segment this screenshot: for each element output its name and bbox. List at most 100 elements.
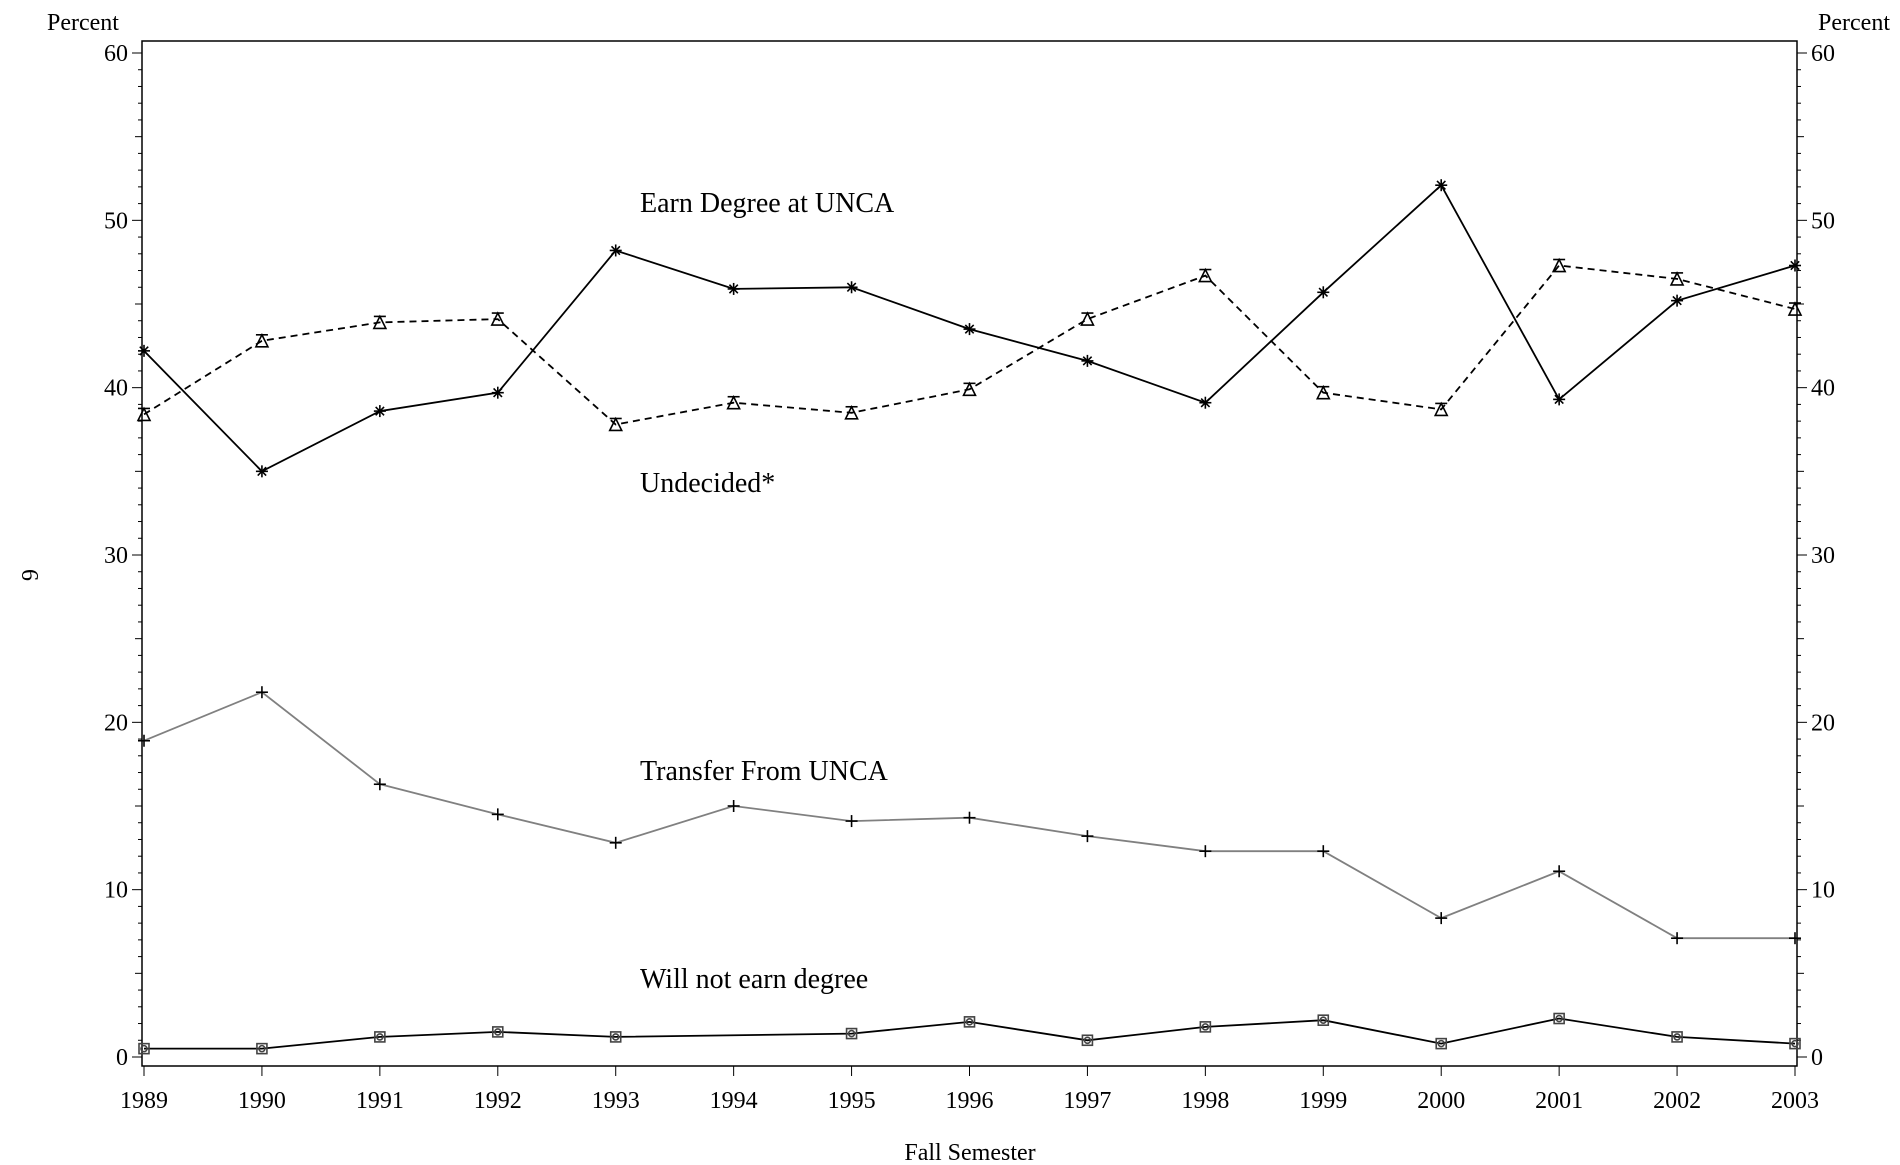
series-3: Will not earn degree bbox=[138, 964, 1801, 1055]
series-2-point bbox=[963, 811, 976, 824]
series-3-point bbox=[1081, 1034, 1094, 1047]
triangle-marker bbox=[136, 406, 152, 422]
triangle-marker bbox=[726, 394, 741, 410]
series-0-point bbox=[1199, 396, 1212, 409]
y-tick-label-right: 50 bbox=[1811, 208, 1835, 234]
asterisk-stroke bbox=[1436, 180, 1446, 190]
square-marker bbox=[963, 1016, 976, 1028]
side-page-label: 6 bbox=[16, 569, 42, 581]
square-marker bbox=[1317, 1014, 1330, 1026]
square-marker bbox=[845, 1027, 858, 1040]
series-2-point bbox=[609, 836, 622, 849]
series-layer: Earn Degree at UNCA Undecided* Transfer Fr… bbox=[136, 179, 1803, 1055]
series-1-point bbox=[726, 394, 741, 410]
x-tick-label: 1992 bbox=[474, 1088, 522, 1114]
y-tick-label-right: 40 bbox=[1811, 376, 1835, 402]
series-3-point bbox=[963, 1016, 976, 1028]
square-dot bbox=[1201, 1023, 1210, 1031]
asterisk-stroke bbox=[728, 284, 739, 294]
x-axis-title: Fall Semester bbox=[904, 1140, 1035, 1165]
y-tick-label-left: 60 bbox=[104, 41, 128, 67]
y-tick-label-right: 30 bbox=[1811, 543, 1835, 569]
y-tick-label-left: 20 bbox=[104, 710, 128, 736]
series-0-point bbox=[373, 405, 386, 418]
square-dot bbox=[1791, 1039, 1799, 1048]
y-tick-label-left: 50 bbox=[104, 208, 128, 234]
asterisk-stroke bbox=[964, 324, 975, 334]
triangle-marker bbox=[1198, 267, 1213, 283]
series-3-point bbox=[138, 1042, 150, 1055]
y-tick-label-right: 20 bbox=[1811, 710, 1835, 736]
square-dot bbox=[140, 1044, 148, 1053]
series-1-point bbox=[608, 416, 624, 432]
x-tick-label: 1999 bbox=[1299, 1088, 1347, 1114]
series-0-point bbox=[609, 244, 622, 257]
x-tick-label: 1993 bbox=[592, 1088, 640, 1114]
series-2-point bbox=[373, 778, 386, 791]
series-2: Transfer From UNCA bbox=[138, 686, 1801, 945]
asterisk-stroke bbox=[1082, 356, 1093, 366]
asterisk-stroke bbox=[493, 387, 503, 398]
series-1-point bbox=[490, 311, 506, 326]
square-marker bbox=[1081, 1034, 1094, 1047]
x-tick-label: 2001 bbox=[1535, 1088, 1583, 1114]
asterisk-stroke bbox=[1318, 287, 1329, 298]
square-dot bbox=[258, 1044, 266, 1053]
right-y-axis-title: Percent bbox=[1818, 10, 1890, 36]
triangle-marker bbox=[1787, 301, 1803, 316]
series-1-point bbox=[1198, 267, 1213, 283]
series-2-point bbox=[1081, 830, 1094, 843]
series-3-point bbox=[1199, 1021, 1212, 1033]
y-tick-label-right: 60 bbox=[1811, 41, 1835, 67]
square-dot bbox=[1673, 1033, 1681, 1041]
series-1-label: Undecided* bbox=[640, 468, 775, 499]
square-marker bbox=[491, 1026, 504, 1038]
square-marker bbox=[1435, 1037, 1448, 1050]
series-0-point bbox=[491, 386, 504, 399]
y-tick-label-left: 10 bbox=[104, 878, 128, 904]
series-0-label: Earn Degree at UNCA bbox=[640, 188, 895, 219]
y-tick-label-right: 10 bbox=[1811, 878, 1835, 904]
x-tick-label: 1998 bbox=[1181, 1088, 1229, 1114]
x-tick-label: 1996 bbox=[946, 1088, 994, 1114]
series-1: Undecided* bbox=[136, 257, 1803, 499]
x-tick-label: 1994 bbox=[710, 1088, 758, 1114]
asterisk-stroke bbox=[257, 466, 267, 477]
square-dot bbox=[493, 1028, 502, 1036]
series-0-point bbox=[138, 344, 150, 357]
asterisk-stroke bbox=[375, 406, 385, 416]
y-tick-label-left: 0 bbox=[116, 1045, 128, 1071]
triangle-marker bbox=[1080, 311, 1095, 326]
series-0-point bbox=[963, 323, 976, 336]
series-3-point bbox=[609, 1031, 622, 1043]
square-marker bbox=[256, 1042, 268, 1055]
series-1-point bbox=[962, 381, 977, 397]
asterisk-stroke bbox=[1790, 260, 1800, 271]
series-3-point bbox=[374, 1031, 386, 1043]
series-0-point bbox=[1671, 294, 1684, 307]
series-0-point bbox=[1789, 259, 1801, 272]
square-marker bbox=[138, 1042, 150, 1055]
x-tick-label: 2003 bbox=[1771, 1088, 1819, 1114]
square-dot bbox=[847, 1029, 856, 1038]
asterisk-stroke bbox=[1554, 394, 1564, 405]
triangle-marker bbox=[844, 404, 859, 420]
series-1-point bbox=[844, 404, 859, 420]
x-tick-label: 2000 bbox=[1417, 1088, 1465, 1114]
series-2-point bbox=[1435, 912, 1448, 925]
square-dot bbox=[1437, 1039, 1446, 1048]
series-3-point bbox=[1789, 1037, 1801, 1050]
series-3-point bbox=[256, 1042, 268, 1055]
square-dot bbox=[1083, 1036, 1092, 1045]
series-2-point bbox=[138, 734, 150, 747]
series-0-point bbox=[255, 465, 268, 478]
y-tick-label-left: 30 bbox=[104, 543, 128, 569]
triangle-marker bbox=[608, 416, 624, 432]
series-3-line bbox=[144, 1017, 1796, 1050]
series-1-point bbox=[1551, 257, 1567, 273]
triangle-marker bbox=[1433, 401, 1449, 417]
x-tick-label: 2002 bbox=[1653, 1088, 1701, 1114]
series-3-point bbox=[1553, 1012, 1565, 1025]
square-dot bbox=[965, 1018, 974, 1026]
series-0-point bbox=[1435, 179, 1448, 192]
